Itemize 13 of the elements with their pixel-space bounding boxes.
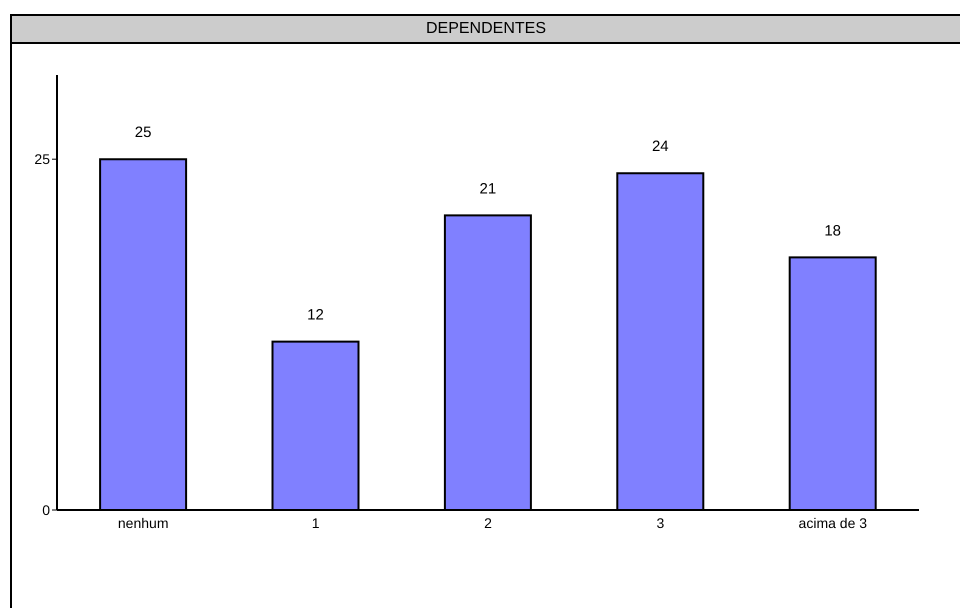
- y-tick-label: 0: [42, 502, 50, 518]
- x-tick-label: acima de 3: [798, 514, 868, 531]
- title-bar: DEPENDENTES: [10, 14, 960, 44]
- data-label: 18: [824, 222, 842, 240]
- x-tick-label: 1: [312, 514, 320, 531]
- data-label: 24: [652, 138, 669, 156]
- x-tick-label: nenhum: [118, 514, 168, 531]
- data-label: 21: [480, 180, 496, 198]
- data-label: 12: [307, 306, 324, 324]
- x-tick-label: 2: [484, 514, 492, 531]
- x-tick-label: 3: [656, 514, 664, 531]
- chart-title: DEPENDENTES: [426, 20, 546, 38]
- data-label: 25: [134, 124, 152, 142]
